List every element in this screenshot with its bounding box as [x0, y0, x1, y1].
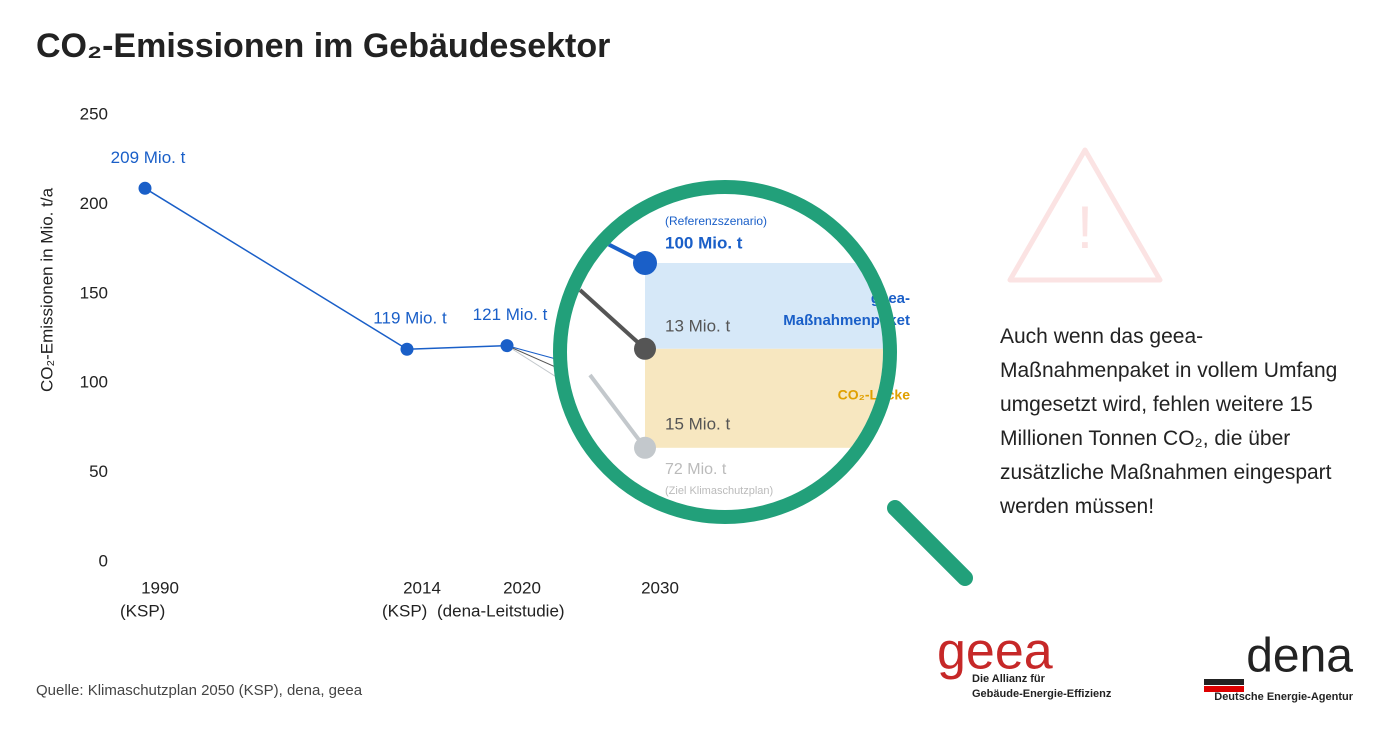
band — [645, 263, 883, 349]
line — [144, 187, 508, 350]
scenario-label: 72 Mio. t — [665, 461, 727, 478]
band-label: 13 Mio. t — [665, 316, 730, 335]
x-tick-label: 2030 — [641, 578, 679, 597]
dena-logo: dena — [1246, 630, 1353, 683]
value-label: 119 Mio. t — [373, 309, 447, 328]
lens-content — [578, 238, 883, 459]
x-tick-note: (dena-Leitstudie) — [437, 601, 565, 620]
band-label: 15 Mio. t — [665, 414, 730, 433]
plot: 0 50 100 150 200 250 1990 (KSP) 2014 (KSP) 2020 (de… — [80, 104, 973, 620]
band-name: CO₂-Lücke — [838, 387, 911, 403]
dena-stripe — [1204, 686, 1244, 692]
point — [500, 339, 514, 353]
source: Quelle: Klimaschutzplan 2050 (KSP), dena… — [36, 682, 363, 699]
band-name-part: Maßnahmenpaket — [783, 312, 910, 329]
dena-stripe — [1204, 679, 1244, 685]
scenario-point — [634, 436, 656, 459]
y-tick-label: 200 — [80, 194, 108, 213]
scenario-point — [633, 251, 657, 275]
chart-title: CO₂-Emissionen im Gebäudesektor — [36, 27, 610, 65]
x-tick-label: 1990 — [141, 578, 179, 597]
y-tick-label: 0 — [99, 551, 108, 570]
geea-sub: Die Allianz für — [972, 673, 1046, 685]
scenario-line — [578, 288, 647, 351]
geea-sub: Gebäude-Energie-Effizienz — [972, 688, 1112, 700]
x-tick-label: 2014 — [403, 578, 441, 597]
geea-logo: geea — [937, 623, 1053, 681]
scenario-line — [588, 373, 647, 450]
y-tick-label: 50 — [89, 462, 108, 481]
scenario-name: (Referenzszenario) — [665, 214, 767, 228]
lens-ring — [553, 180, 897, 524]
scenario-point — [634, 337, 656, 360]
y-tick-label: 100 — [80, 373, 108, 392]
value-label: 209 Mio. t — [111, 148, 186, 167]
note: Auch wenn das geea-Maßnahmenpaket in vol… — [1000, 325, 1338, 518]
y-axis-label: CO₂-Emissionen in Mio. t/a — [37, 187, 56, 392]
x-tick-note: (KSP) — [382, 601, 427, 620]
y-tick-label: 150 — [80, 283, 108, 302]
scenario-name: (Ziel Klimaschutzplan) — [665, 485, 773, 497]
value-label: 121 Mio. t — [473, 305, 548, 324]
y-tick-label: 250 — [80, 104, 108, 123]
point — [138, 181, 152, 195]
note-box: Auch wenn das geea-Maßnahmenpaket in vol… — [1000, 325, 1338, 518]
scenario-label: 100 Mio. t — [665, 233, 743, 252]
band — [645, 348, 883, 448]
lens-handle — [887, 500, 973, 586]
x-tick-label: 2020 — [503, 578, 541, 597]
point — [400, 342, 414, 356]
x-tick-note: (KSP) — [120, 601, 165, 620]
dena-sub: Deutsche Energie-Agentur — [1214, 691, 1353, 703]
warning-icon — [1007, 147, 1163, 283]
warning-mark: ! — [1077, 194, 1094, 261]
